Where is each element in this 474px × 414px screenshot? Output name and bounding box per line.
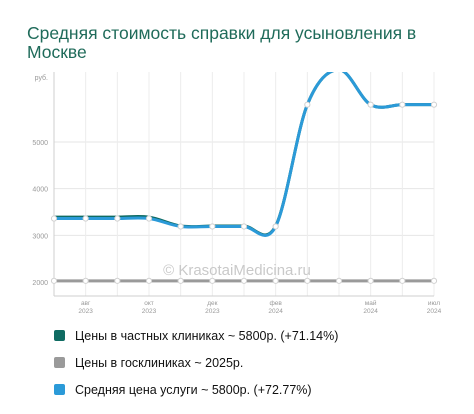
data-point-public[interactable] xyxy=(209,277,216,284)
data-point-average[interactable] xyxy=(145,215,153,222)
data-point-public[interactable] xyxy=(430,277,438,284)
y-axis-unit: руб. xyxy=(35,74,48,82)
data-point-average[interactable] xyxy=(367,101,374,108)
y-tick-label: 3000 xyxy=(32,233,48,240)
data-point-public[interactable] xyxy=(399,277,406,284)
legend-label-average: Средняя цена услуги ~ 5800р. (+72.77%) xyxy=(75,382,312,397)
data-point-public[interactable] xyxy=(82,277,89,284)
data-point-average[interactable] xyxy=(399,101,406,108)
x-tick-label-year: 2023 xyxy=(142,308,157,315)
data-point-public[interactable] xyxy=(367,277,374,284)
legend-swatch-average xyxy=(54,384,65,395)
y-tick-label: 2000 xyxy=(32,280,48,287)
x-tick-label-year: 2024 xyxy=(427,308,442,315)
legend-item-average[interactable]: Средняя цена услуги ~ 5800р. (+72.77%) xyxy=(54,376,338,403)
data-point-public[interactable] xyxy=(145,277,153,284)
x-tick-label-year: 2024 xyxy=(363,308,378,315)
legend-label-public: Цены в госклиниках ~ 2025р. xyxy=(75,355,244,370)
x-tick-label-month: фев xyxy=(269,300,282,307)
y-tick-label: 5000 xyxy=(32,140,48,147)
data-point-average[interactable] xyxy=(209,223,216,230)
x-tick-label-year: 2023 xyxy=(205,308,220,315)
data-point-average[interactable] xyxy=(114,215,121,222)
legend-swatch-public xyxy=(54,357,65,368)
data-point-average[interactable] xyxy=(50,215,58,222)
data-point-public[interactable] xyxy=(240,277,248,284)
x-tick-label-year: 2023 xyxy=(78,308,93,315)
legend: Цены в частных клиниках ~ 5800р. (+71.14… xyxy=(54,322,338,403)
x-tick-label-year: 2024 xyxy=(268,308,283,315)
legend-label-private: Цены в частных клиниках ~ 5800р. (+71.14… xyxy=(75,328,339,343)
data-point-public[interactable] xyxy=(304,277,311,284)
y-tick-label: 4000 xyxy=(32,187,48,194)
x-tick-label-month: июл xyxy=(428,300,440,307)
data-point-average[interactable] xyxy=(272,223,279,230)
x-tick-label-month: дек xyxy=(207,300,217,307)
chart-title: Средняя стоимость справки для усыновлени… xyxy=(27,23,417,62)
data-point-public[interactable] xyxy=(272,277,279,284)
legend-item-public[interactable]: Цены в госклиниках ~ 2025р. xyxy=(54,349,338,376)
data-point-public[interactable] xyxy=(50,277,58,284)
data-point-average[interactable] xyxy=(177,223,184,230)
legend-swatch-private xyxy=(54,330,65,341)
legend-item-private[interactable]: Цены в частных клиниках ~ 5800р. (+71.14… xyxy=(54,322,338,349)
data-point-average[interactable] xyxy=(304,101,311,108)
data-point-public[interactable] xyxy=(177,277,184,284)
data-point-public[interactable] xyxy=(114,277,121,284)
x-tick-label-month: авг xyxy=(81,300,91,307)
x-tick-label-month: май xyxy=(365,299,377,307)
x-tick-label-month: окт xyxy=(144,300,154,307)
data-point-public[interactable] xyxy=(335,277,343,284)
data-point-average[interactable] xyxy=(430,101,438,108)
watermark: © KrasotaiMedicina.ru xyxy=(163,262,311,279)
data-point-average[interactable] xyxy=(82,215,89,222)
data-point-average[interactable] xyxy=(240,223,248,230)
